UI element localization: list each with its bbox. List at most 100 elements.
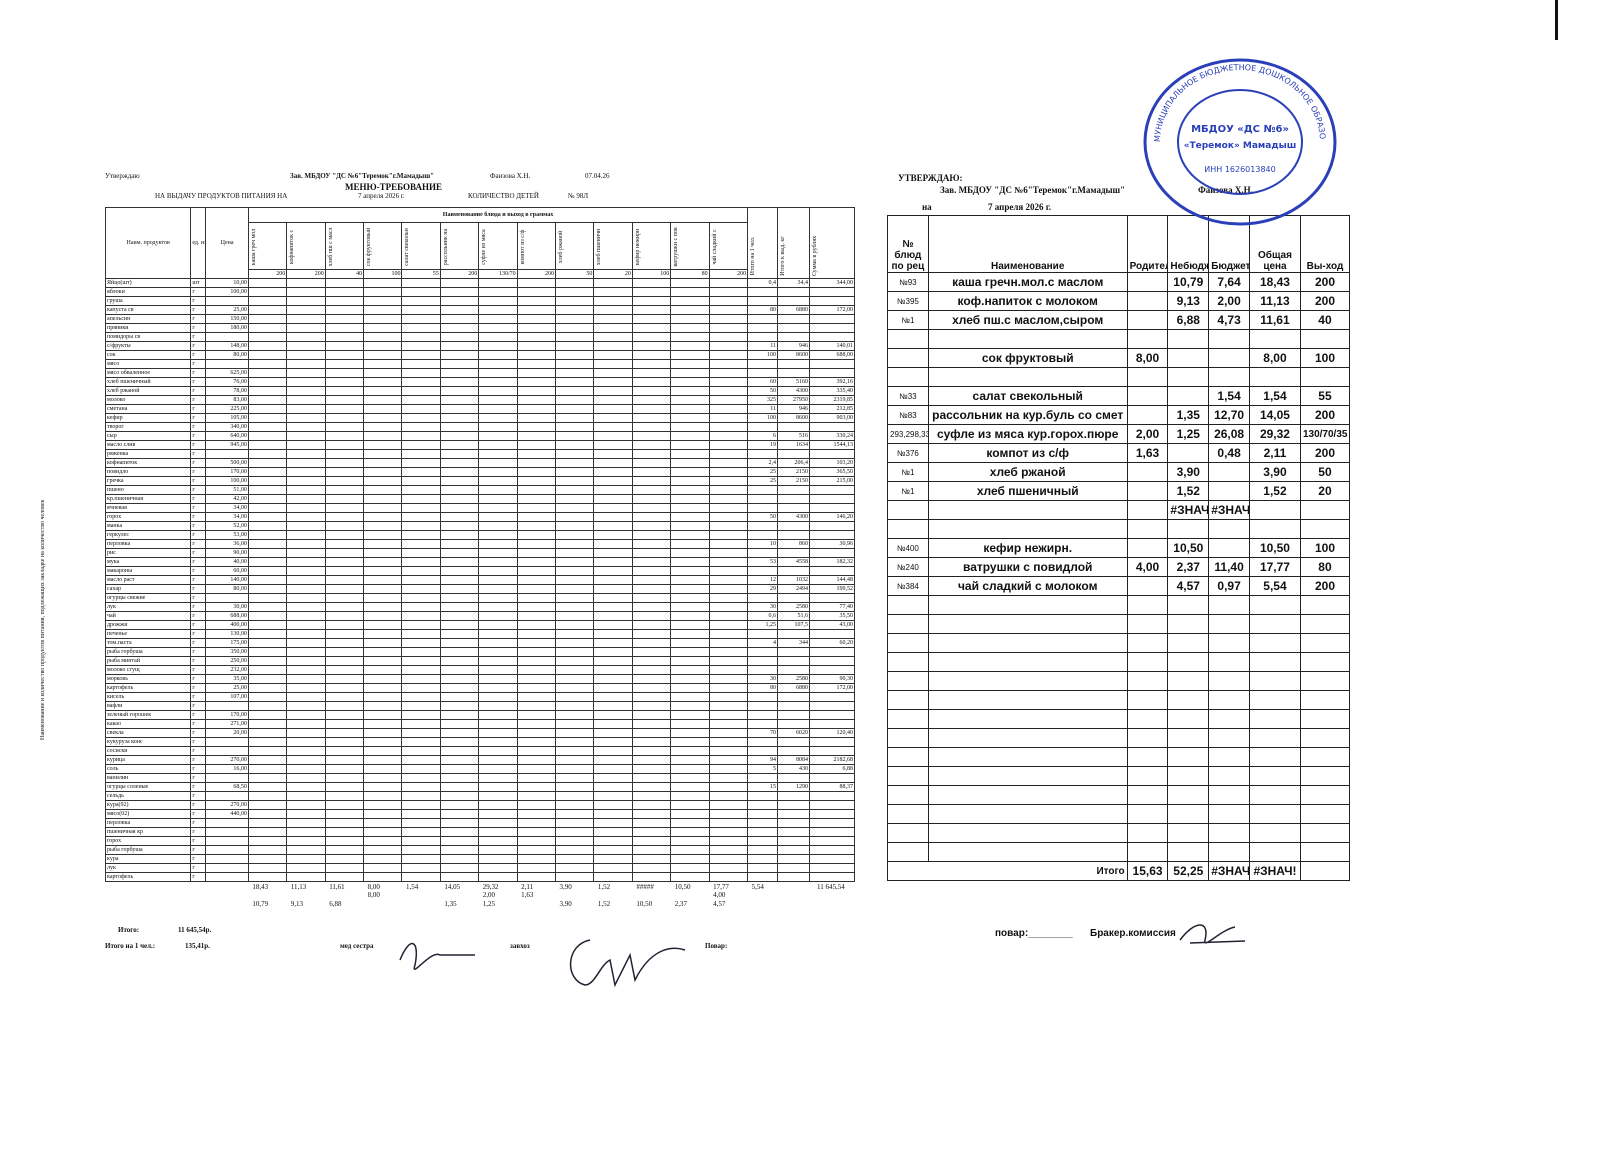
menu-parent [1126,272,1169,292]
menu-nonbudget [1167,595,1210,615]
sum: 144,48 [808,575,856,585]
sum: 172,00 [808,683,856,693]
menu-budget [1208,595,1250,615]
product-unit: г [190,647,207,657]
sum [808,701,856,711]
qty-cell [631,764,672,774]
product-row: картофель г [104,872,856,882]
qty-cell [555,818,595,828]
qty-cell [439,548,480,558]
qty-cell [401,386,441,396]
product-unit: г [190,584,207,594]
sum [808,494,856,504]
qty-cell [708,656,749,666]
product-row: сыр г 640,00 6 516 330,24 [104,431,856,441]
menu-total [1248,595,1301,615]
blank-row [887,614,1351,634]
menu-budget [1208,709,1250,729]
qty-cell [593,611,633,621]
qty-cell [247,665,288,675]
qty-cell [516,611,557,621]
product-unit: г [190,665,207,675]
dish-text: кефир нежирн [634,228,641,266]
qty-cell [478,728,518,738]
total-label: Итого [887,861,1128,881]
menu-nonbudget [1167,652,1210,672]
product-price: 148,00 [205,341,249,351]
qty-cell [286,530,326,540]
qty-cell [555,539,595,549]
qty-cell [516,467,557,477]
product-unit: г [190,413,207,423]
product-price [205,872,249,882]
menu-budget [1208,367,1250,387]
qty-cell [631,377,672,387]
qty-cell [593,638,633,648]
qty-cell [516,539,557,549]
qty-cell [247,413,288,423]
qty-cell [478,764,518,774]
qty-cell [708,737,749,747]
menu-parent [1126,614,1169,634]
qty-cell [247,521,288,531]
qty-cell [478,350,518,360]
qty-cell [247,809,288,819]
qty-cell [324,323,365,333]
qty-cell [555,593,595,603]
menu-parent [1126,842,1169,862]
product-unit: г [190,368,207,378]
qty-cell [478,683,518,693]
qty-cell [516,872,557,882]
qty-cell [516,746,557,756]
qty-cell [439,719,480,729]
qty-cell [516,476,557,486]
qty-cell [363,845,403,855]
qty-cell [439,755,480,765]
qty-cell [478,458,518,468]
qty-cell [286,836,326,846]
qty-cell [631,539,672,549]
qty-cell [670,629,710,639]
qty-per-person [747,692,778,702]
product-row: чай г 688,00 0,6 51,6 35,50 [104,611,856,621]
qty-cell [555,584,595,594]
qty-cell [401,746,441,756]
qty-total [776,359,810,369]
qty-cell [555,809,595,819]
qty-cell [516,386,557,396]
qty-cell [439,737,480,747]
qty-cell [516,737,557,747]
qty-cell [670,854,710,864]
menu-row: №384 чай сладкий с молоком 4,57 0,97 5,54 200 [887,576,1351,596]
qty-cell [516,755,557,765]
product-name: рыба минтай [104,656,192,666]
qty-cell [363,341,403,351]
qty-cell [593,431,633,441]
menu-row: №1 хлеб пш.с маслом,сыром 6,88 4,73 11,61 40 [887,310,1351,330]
menu-nonbudget [1167,671,1210,691]
qty-cell [708,764,749,774]
qty-cell [516,404,557,414]
qty-cell [401,710,441,720]
product-name: апельсин [104,314,192,324]
qty-cell [555,512,595,522]
stamp-inn: ИНН 1626013840 [1204,165,1275,174]
qty-per-person: 5 [747,764,778,774]
product-unit: г [190,431,207,441]
qty-cell [286,629,326,639]
menu-parent [1126,386,1169,406]
qty-cell [247,458,288,468]
product-name: с/фрукты [104,341,192,351]
qty-cell [631,827,672,837]
qty-cell [363,404,403,414]
qty-cell [516,863,557,873]
qty-cell [593,557,633,567]
product-price [205,854,249,864]
product-name: сок [104,350,192,360]
qty-cell [439,296,480,306]
qty-cell [516,287,557,297]
qty-cell [593,539,633,549]
product-row: свекла г 20,00 70 6020 120,40 [104,728,856,738]
product-price: 25,00 [205,305,249,315]
product-price: 83,00 [205,395,249,405]
